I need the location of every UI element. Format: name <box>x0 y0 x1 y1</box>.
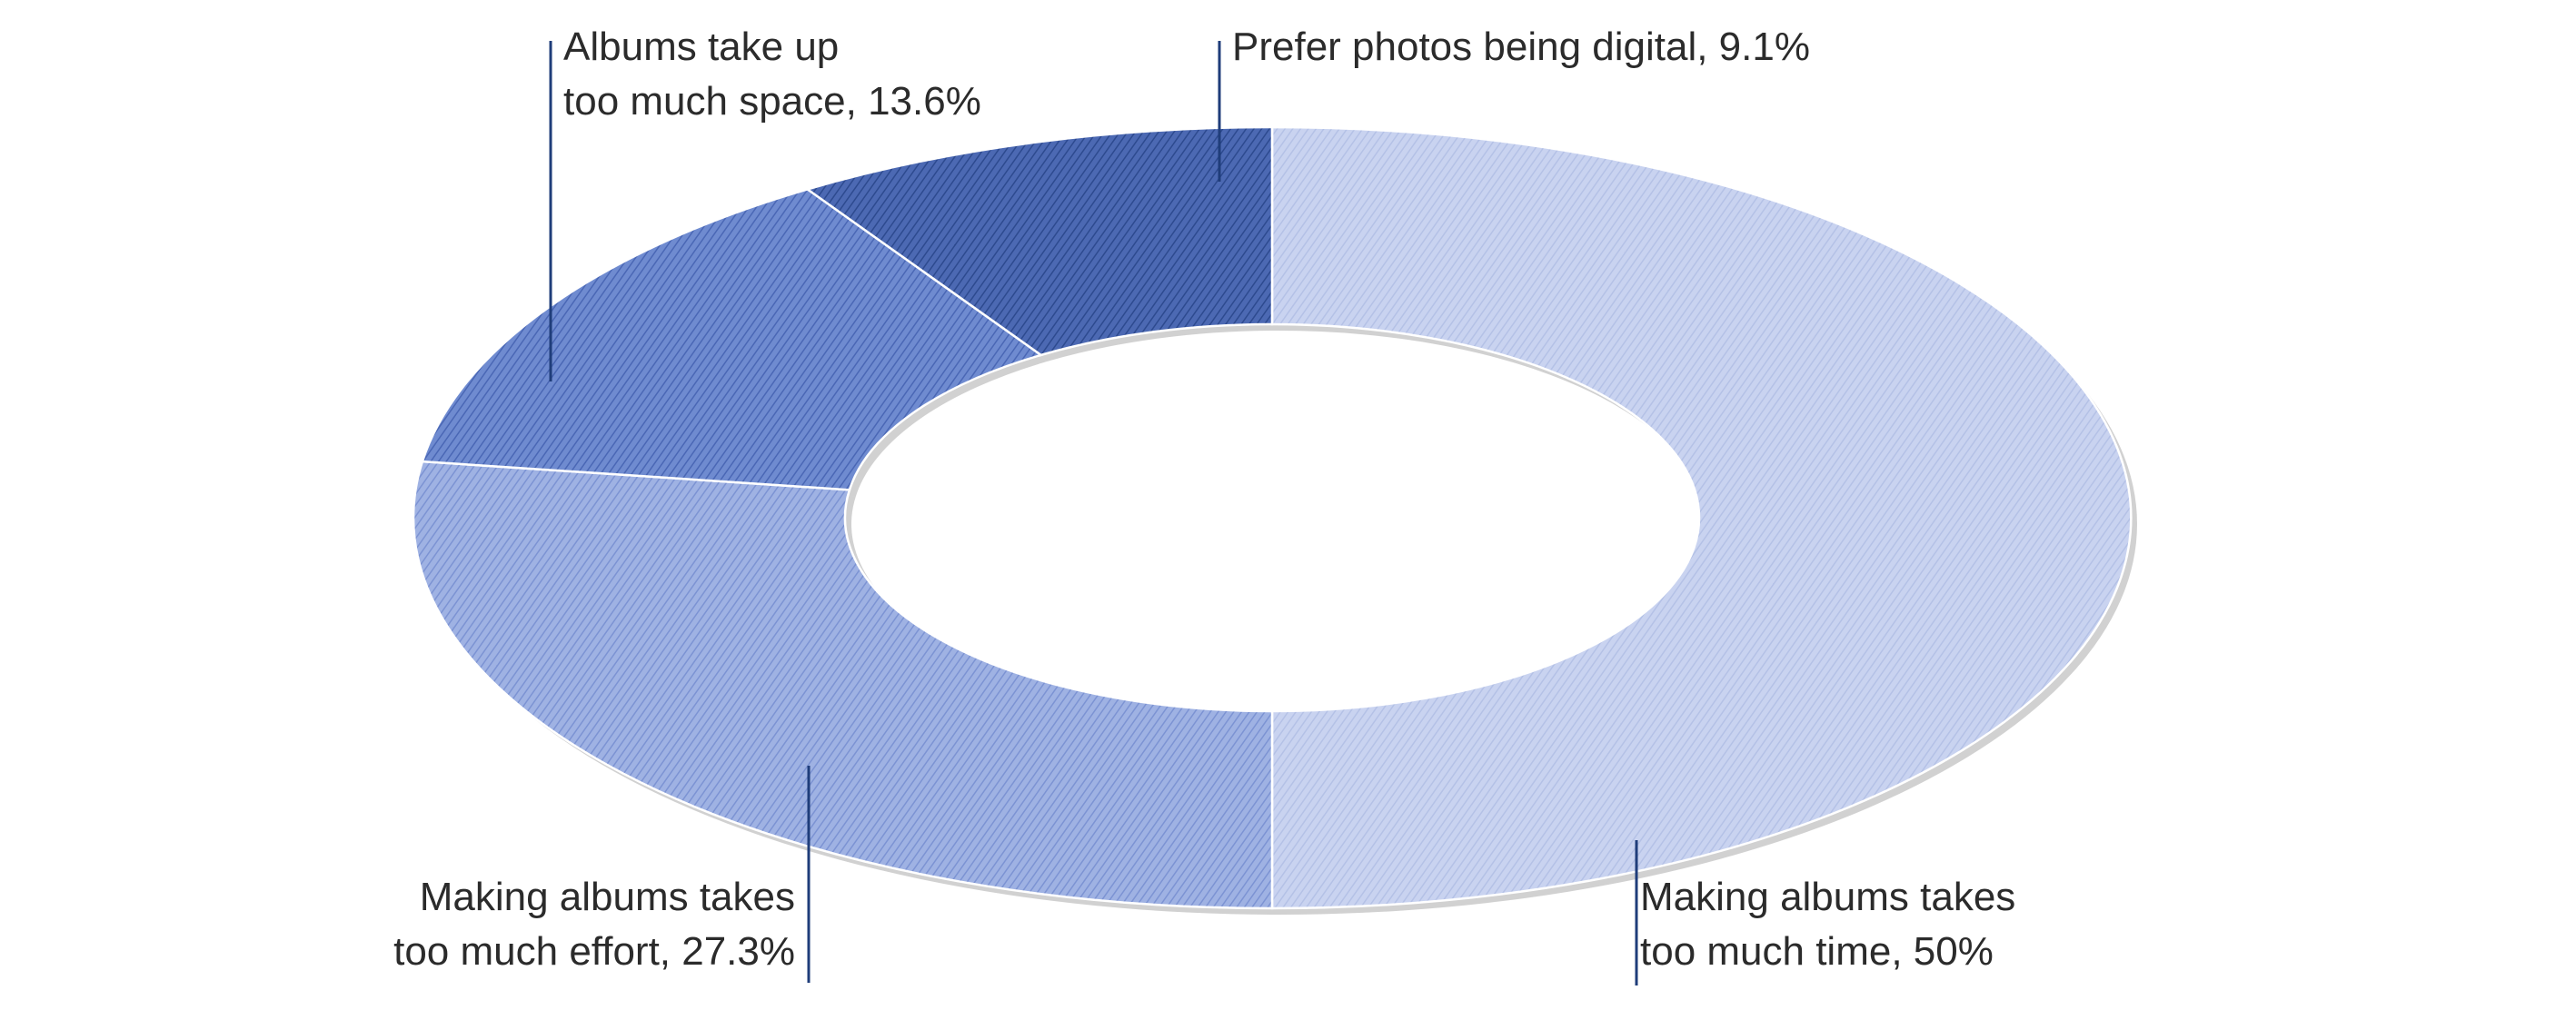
slice-label-line1: Prefer photos being digital, 9.1% <box>1232 25 1810 69</box>
slices-layer <box>412 125 2137 915</box>
slice-label: Making albums takes too much time, 50% <box>1640 875 2015 974</box>
donut-slice <box>412 460 1274 910</box>
slice-label: Albums take up too much space, 13.6% <box>563 25 981 124</box>
donut-slice <box>421 188 1044 491</box>
slice-label-line1: Albums take up <box>563 25 839 69</box>
slice-label-line2: too much time, 50% <box>1640 929 1994 974</box>
slice-label: Making albums takes too much effort, 27.3… <box>393 875 795 974</box>
leader-lines <box>549 41 1638 985</box>
slice-labels: Making albums takes too much time, 50%Mak… <box>393 25 2015 974</box>
slice-label-line2: too much effort, 27.3% <box>393 929 795 974</box>
slice-label-line1: Making albums takes <box>1640 875 2015 919</box>
slice-label-line1: Making albums takes <box>420 875 795 919</box>
donut-slice <box>1270 125 2133 910</box>
slice-label-line2: too much space, 13.6% <box>563 79 981 124</box>
slice-label: Prefer photos being digital, 9.1% <box>1232 25 1810 69</box>
donut-slice <box>804 125 1274 357</box>
